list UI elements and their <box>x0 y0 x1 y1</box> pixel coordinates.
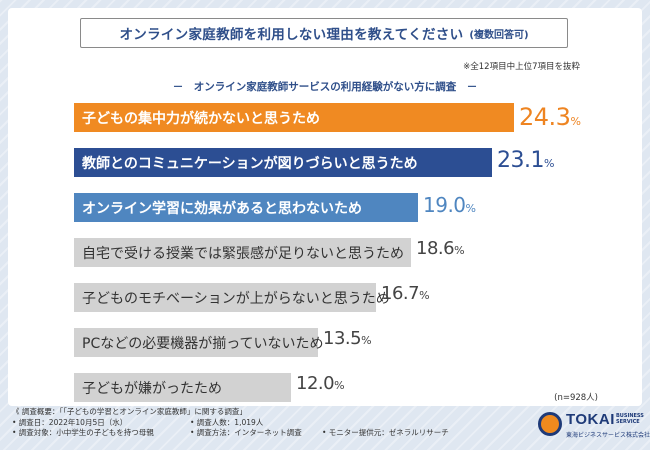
value-unit-4: % <box>454 244 465 257</box>
survey-footer: 《 調査概要：「「子どもの学習とオンライン家庭教師」に関する調査」 • 調査日：… <box>12 407 449 439</box>
bar-4: 自宅で受ける授業では緊張感が足りないと思うため <box>74 238 411 267</box>
sample-size: (n=928人) <box>554 393 598 403</box>
footer-provider: • モニター提供元：ゼネラルリサーチ <box>322 428 449 437</box>
bar-label-5: 子どものモチベーションが上がらないと思うため <box>82 290 390 307</box>
bar-label-2: 教師とのコミュニケーションが図りづらいと思うため <box>82 155 418 172</box>
value-number-1: 24.3 <box>519 103 571 131</box>
bar-5: 子どものモチベーションが上がらないと思うため <box>74 283 390 312</box>
value-label-7: 12.0% <box>296 375 345 393</box>
footer-count: • 調査人数：1,019人 <box>190 417 264 427</box>
logo-company-name: 東海ビジネスサービス株式会社 <box>566 432 650 439</box>
value-number-4: 18.6 <box>416 238 455 259</box>
logo-wordmark: TOKAI <box>566 411 615 428</box>
bar-label-4: 自宅で受ける授業では緊張感が足りないと思うため <box>82 245 404 262</box>
logo-icon <box>538 412 562 436</box>
value-label-2: 23.1% <box>497 150 554 172</box>
value-unit-2: % <box>543 157 555 170</box>
logo-tagline: BUSINESS SERVICE <box>616 413 644 425</box>
title-note: (複数回答可) <box>469 29 529 41</box>
bar-label-1: 子どもの集中力が続かないと思うため <box>82 110 320 127</box>
value-number-7: 12.0 <box>296 373 335 394</box>
bar-7: 子どもが嫌がったため <box>74 373 291 402</box>
value-label-4: 18.6% <box>416 240 465 258</box>
bar-6: PCなどの必要機器が揃っていないため <box>74 328 324 357</box>
bar-label-7: 子どもが嫌がったため <box>82 380 222 397</box>
value-number-3: 19.0 <box>423 193 466 217</box>
value-unit-6: % <box>361 334 372 347</box>
value-label-5: 16.7% <box>381 285 430 303</box>
bar-label-3: オンライン学習に効果があると思わないため <box>82 200 362 217</box>
bar-2: 教師とのコミュニケーションが図りづらいと思うため <box>74 148 492 177</box>
value-number-6: 13.5 <box>323 328 362 349</box>
excerpt-note: ※全12項目中上位7項目を抜粋 <box>463 62 580 72</box>
value-unit-3: % <box>465 202 476 215</box>
footer-date: • 調査日：2022年10月5日（水） <box>12 417 128 427</box>
value-unit-1: % <box>570 115 581 128</box>
value-number-5: 16.7 <box>381 283 420 304</box>
value-label-6: 13.5% <box>323 330 372 348</box>
footer-overview: 《 調査概要：「「子どもの学習とオンライン家庭教師」に関する調査」 <box>12 407 247 416</box>
company-logo: TOKAI BUSINESS SERVICE 東海ビジネスサービス株式会社 <box>538 410 650 444</box>
bar-1: 子どもの集中力が続かないと思うため <box>74 103 514 132</box>
value-label-1: 24.3% <box>519 105 581 129</box>
value-label-3: 19.0% <box>423 195 476 215</box>
chart-subtitle: － オンライン家庭教師サービスの利用経験がない方に調査 － <box>172 81 478 93</box>
value-number-2: 23.1 <box>497 148 544 173</box>
title-box: オンライン家庭教師を利用しない理由を教えてください (複数回答可) <box>80 18 568 48</box>
bar-3: オンライン学習に効果があると思わないため <box>74 193 418 222</box>
value-unit-5: % <box>419 289 430 302</box>
footer-target: • 調査対象：小中学生の子どもを持つ母親 <box>12 428 154 437</box>
bar-label-6: PCなどの必要機器が揃っていないため <box>82 335 324 352</box>
value-unit-7: % <box>334 379 345 392</box>
chart-title: オンライン家庭教師を利用しない理由を教えてください <box>119 27 464 43</box>
footer-method: • 調査方法：インターネット調査 <box>190 428 302 437</box>
